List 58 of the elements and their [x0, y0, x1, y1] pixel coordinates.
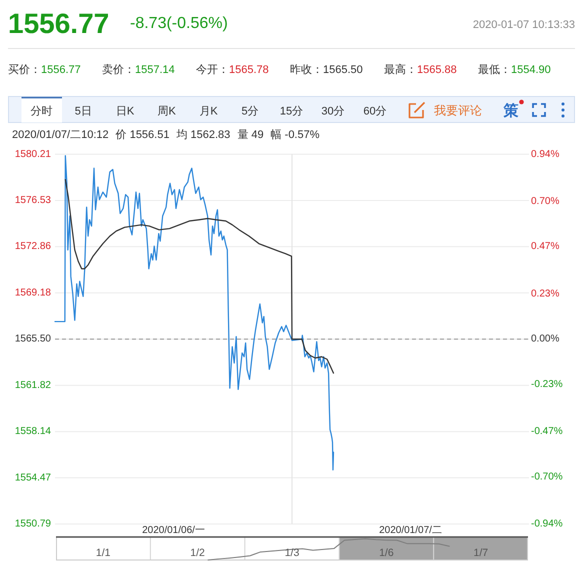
text: 月K	[199, 106, 218, 118]
y2-tick-label: -0.94%	[531, 518, 563, 530]
text: 量 49	[237, 129, 264, 141]
text: 5日	[74, 106, 92, 118]
y-tick-label: 1572.86	[14, 241, 52, 252]
x-tick-label: 2020/01/07/二	[379, 525, 442, 536]
text: 昨收：	[290, 64, 323, 76]
y-tick-label: 1565.50	[14, 334, 52, 345]
text: 最低：	[478, 64, 511, 76]
y-tick-label: 1561.82	[14, 380, 52, 391]
text: 1565.78	[229, 64, 269, 76]
text: 最高：	[384, 63, 417, 76]
y-tick-label: 1550.79	[14, 518, 52, 530]
text: 日K	[116, 106, 135, 118]
x-tick-label: 1/1	[96, 547, 111, 559]
text: 买价：	[8, 64, 41, 76]
text: 分时	[30, 104, 52, 118]
x-tick-label: 1/6	[379, 547, 394, 559]
text: -8.73(-0.56%)	[130, 15, 228, 32]
y2-tick-label: 0.94%	[531, 148, 560, 160]
y2-tick-label: 0.00%	[531, 334, 560, 345]
text: 2020-01-07 10:13:33	[472, 19, 575, 31]
x-tick-label: 1/3	[284, 547, 300, 559]
text: 30分	[321, 106, 345, 118]
text: 1565.88	[417, 64, 457, 76]
y2-tick-label: -0.47%	[531, 426, 563, 438]
text: 5分	[241, 106, 259, 118]
y-tick-label: 1576.53	[14, 195, 52, 206]
text: 1556.77	[41, 64, 81, 76]
text: 均 1562.83	[175, 129, 230, 141]
text: 周K	[158, 106, 177, 118]
text: 1554.90	[511, 64, 551, 76]
y2-tick-label: 0.47%	[531, 241, 560, 252]
y2-tick-label: 0.23%	[531, 288, 560, 300]
x-tick-label: 1/2	[190, 547, 206, 559]
x-tick-label: 1/7	[473, 547, 488, 559]
text: 卖价：	[102, 63, 135, 76]
y-tick-label: 1569.18	[14, 287, 52, 298]
text: 幅 -0.57%	[270, 129, 320, 141]
line-series	[64, 178, 334, 374]
text: 60分	[363, 106, 387, 118]
x-tick-label: 2020/01/06/一	[142, 525, 205, 536]
y2-tick-label: -0.70%	[531, 471, 563, 482]
text: 1556.77	[8, 8, 110, 39]
y-tick-label: 1558.14	[14, 426, 52, 438]
y2-tick-label: 0.70%	[531, 196, 560, 207]
text: 1565.50	[323, 64, 363, 76]
text: 1557.14	[135, 64, 175, 76]
text: 价 1556.51	[114, 129, 170, 141]
y2-tick-label: -0.23%	[531, 378, 563, 390]
text: 15分	[280, 106, 304, 118]
y-tick-label: 1554.47	[14, 472, 52, 484]
y-tick-label: 1580.21	[14, 148, 52, 160]
text: 今开：	[196, 64, 229, 76]
line-series	[54, 155, 334, 470]
text: 策	[502, 102, 520, 120]
text: 我要评论	[434, 104, 482, 118]
text: 2020/01/07/二10:12	[12, 129, 109, 141]
